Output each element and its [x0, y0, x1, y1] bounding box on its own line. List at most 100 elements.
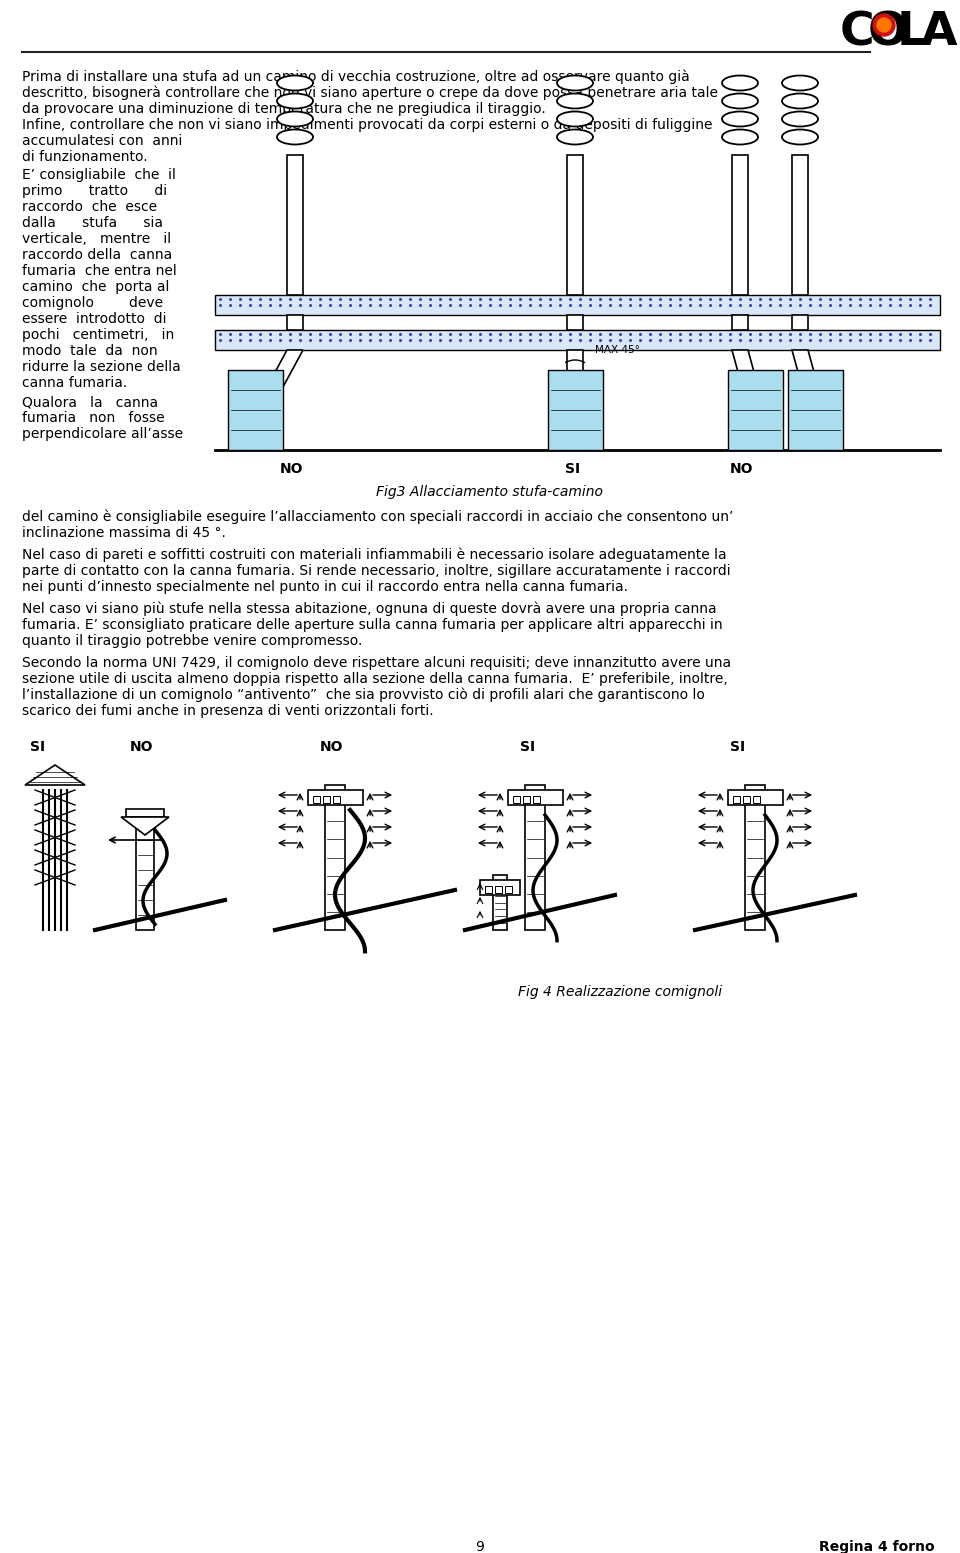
Bar [753, 797, 760, 803]
Text: essere  introdotto  di: essere introdotto di [22, 312, 166, 326]
Text: verticale,   mentre   il: verticale, mentre il [22, 231, 171, 245]
Bar [792, 315, 808, 329]
Text: del camino è consigliabile eseguire l’allacciamento con speciali raccordi in acc: del camino è consigliabile eseguire l’al… [22, 509, 733, 525]
Text: NO: NO [280, 461, 303, 477]
Bar [745, 784, 765, 930]
Bar [508, 790, 563, 804]
Polygon shape [732, 349, 768, 424]
Polygon shape [792, 349, 828, 424]
Circle shape [873, 14, 895, 36]
Text: SI: SI [565, 461, 580, 477]
Text: NO: NO [130, 739, 154, 755]
Ellipse shape [557, 76, 593, 90]
Bar [728, 370, 783, 450]
Text: primo      tratto      di: primo tratto di [22, 183, 167, 197]
Bar [323, 797, 330, 803]
Text: fumaria  che entra nel: fumaria che entra nel [22, 264, 177, 278]
Text: Regina 4 forno: Regina 4 forno [820, 1541, 935, 1553]
Bar [505, 887, 512, 893]
Text: canna fumaria.: canna fumaria. [22, 376, 128, 390]
Ellipse shape [782, 129, 818, 144]
Ellipse shape [722, 76, 758, 90]
Text: Secondo la norma UNI 7429, il comignolo deve rispettare alcuni requisiti; deve i: Secondo la norma UNI 7429, il comignolo … [22, 655, 732, 669]
Bar [495, 887, 502, 893]
Text: SI: SI [730, 739, 745, 755]
Text: fumaria   non   fosse: fumaria non fosse [22, 412, 164, 426]
Bar [732, 155, 748, 295]
Circle shape [877, 19, 891, 33]
Text: modo  tale  da  non: modo tale da non [22, 345, 157, 359]
Text: descritto, bisognerà controllare che non vi siano aperture o crepe da dove possa: descritto, bisognerà controllare che non… [22, 85, 718, 101]
Text: L: L [897, 9, 927, 54]
Polygon shape [121, 817, 169, 836]
Bar [333, 797, 340, 803]
Text: SI: SI [520, 739, 535, 755]
Bar [215, 295, 940, 315]
Text: MAX 45°: MAX 45° [595, 345, 640, 356]
Text: Fig3 Allacciamento stufa-camino: Fig3 Allacciamento stufa-camino [376, 485, 604, 499]
Text: Fig 4 Realizzazione comignoli: Fig 4 Realizzazione comignoli [518, 985, 722, 999]
Text: Prima di installare una stufa ad un camino di vecchia costruzione, oltre ad osse: Prima di installare una stufa ad un cami… [22, 70, 689, 84]
Text: perpendicolare all’asse: perpendicolare all’asse [22, 427, 183, 441]
Text: raccordo della  canna: raccordo della canna [22, 248, 172, 262]
Ellipse shape [782, 76, 818, 90]
Ellipse shape [557, 93, 593, 109]
Text: da provocare una diminuzione di temperatura che ne pregiudica il tiraggio.: da provocare una diminuzione di temperat… [22, 102, 545, 116]
Text: di funzionamento.: di funzionamento. [22, 151, 148, 165]
Bar [308, 790, 363, 804]
Text: NO: NO [320, 739, 344, 755]
Text: sezione utile di uscita almeno doppia rispetto alla sezione della canna fumaria.: sezione utile di uscita almeno doppia ri… [22, 672, 728, 686]
Text: Nel caso di pareti e soffitti costruiti con materiali infiammabili è necessario : Nel caso di pareti e soffitti costruiti … [22, 548, 727, 562]
Ellipse shape [277, 112, 313, 126]
Text: O: O [868, 9, 908, 54]
Bar [567, 315, 583, 329]
Bar [732, 315, 748, 329]
Ellipse shape [277, 76, 313, 90]
Text: pochi   centimetri,   in: pochi centimetri, in [22, 328, 175, 342]
Text: inclinazione massima di 45 °.: inclinazione massima di 45 °. [22, 526, 226, 540]
Bar [548, 370, 603, 450]
Bar [792, 155, 808, 295]
Bar [525, 784, 545, 930]
Bar [567, 349, 583, 450]
Bar [287, 315, 303, 329]
Text: A: A [921, 9, 958, 54]
Bar [485, 887, 492, 893]
Bar [493, 874, 507, 930]
Text: dalla      stufa      sia: dalla stufa sia [22, 216, 163, 230]
Text: C: C [840, 9, 875, 54]
Bar [733, 797, 740, 803]
Text: nei punti d’innesto specialmente nel punto in cui il raccordo entra nella canna : nei punti d’innesto specialmente nel pun… [22, 579, 628, 593]
Bar [743, 797, 750, 803]
Bar [136, 811, 154, 930]
Ellipse shape [557, 129, 593, 144]
Text: quanto il tiraggio potrebbe venire compromesso.: quanto il tiraggio potrebbe venire compr… [22, 634, 362, 648]
Ellipse shape [557, 112, 593, 126]
Text: NO: NO [730, 461, 754, 477]
Text: SI: SI [30, 739, 45, 755]
Bar [788, 370, 843, 450]
Ellipse shape [782, 93, 818, 109]
Text: ridurre la sezione della: ridurre la sezione della [22, 360, 180, 374]
Text: raccordo  che  esce: raccordo che esce [22, 200, 157, 214]
Bar [728, 790, 783, 804]
Text: accumulatesi con  anni: accumulatesi con anni [22, 134, 182, 148]
Text: fumaria. E’ sconsigliato praticare delle aperture sulla canna fumaria per applic: fumaria. E’ sconsigliato praticare delle… [22, 618, 723, 632]
Text: 9: 9 [475, 1541, 485, 1553]
Text: Nel caso vi siano più stufe nella stessa abitazione, ognuna di queste dovrà aver: Nel caso vi siano più stufe nella stessa… [22, 603, 716, 617]
Text: E’ consigliabile  che  il: E’ consigliabile che il [22, 168, 176, 182]
Bar [313, 797, 320, 803]
Text: l’installazione di un comignolo “antivento”  che sia provvisto ciò di profili al: l’installazione di un comignolo “antiven… [22, 688, 705, 702]
Ellipse shape [277, 129, 313, 144]
Bar [533, 797, 540, 803]
Ellipse shape [782, 112, 818, 126]
Polygon shape [25, 766, 85, 784]
Text: Infine, controllare che non vi siano impedimenti provocati da corpi esterni o da: Infine, controllare che non vi siano imp… [22, 118, 712, 132]
Bar [287, 155, 303, 295]
Bar [567, 155, 583, 295]
Bar [513, 797, 520, 803]
Bar [523, 797, 530, 803]
Bar [215, 329, 940, 349]
Text: parte di contatto con la canna fumaria. Si rende necessario, inoltre, sigillare : parte di contatto con la canna fumaria. … [22, 564, 731, 578]
Ellipse shape [722, 112, 758, 126]
